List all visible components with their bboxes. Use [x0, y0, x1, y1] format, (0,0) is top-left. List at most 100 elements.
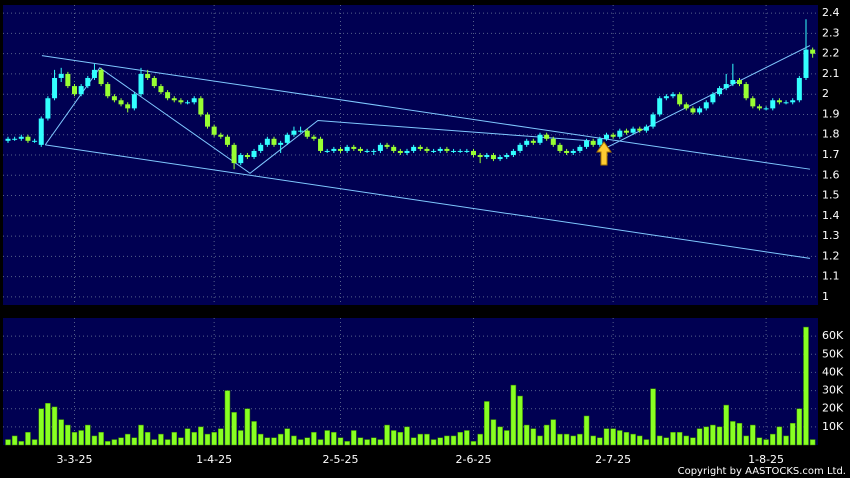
volume-bar [238, 430, 244, 446]
volume-bar [523, 424, 530, 446]
volume-bar [151, 439, 158, 446]
candle-body [344, 146, 350, 151]
volume-bar [277, 433, 284, 446]
volume-bar [716, 426, 723, 446]
volume-bar [264, 437, 271, 446]
candle-body [577, 146, 583, 151]
y-tick-label: 10K [822, 420, 844, 433]
volume-bar [623, 432, 630, 446]
candle-body [125, 104, 131, 109]
candle-body [584, 140, 590, 147]
candle-body [58, 73, 64, 78]
volume-bar [603, 428, 610, 446]
volume-bar [390, 430, 397, 446]
candle-body [803, 49, 809, 78]
candle-body [564, 150, 570, 153]
candle-body [623, 130, 629, 133]
candle-body [171, 98, 177, 101]
candle-body [424, 148, 430, 151]
candle-body [18, 136, 24, 139]
volume-bar [750, 424, 756, 446]
candle-body [324, 150, 330, 152]
candle-body [364, 150, 370, 152]
candle-body [484, 155, 490, 158]
candle-body [677, 94, 683, 105]
volume-bar [470, 441, 477, 446]
volume-bar [743, 435, 749, 446]
volume-bar [111, 439, 118, 446]
candle-body [417, 146, 423, 149]
volume-bar [344, 441, 350, 446]
candle-body [258, 144, 264, 151]
volume-bar [597, 437, 603, 446]
candle-body [231, 144, 237, 164]
volume-bar [324, 430, 330, 446]
candle-body [703, 102, 709, 109]
y-tick-label: 60K [822, 329, 844, 342]
volume-bar [484, 401, 490, 446]
volume-bar [736, 422, 743, 446]
x-tick-label: 1-8-25 [748, 453, 784, 466]
volume-bar [31, 439, 38, 446]
y-tick-label: 1.8 [822, 128, 840, 141]
volume-bar [224, 390, 231, 446]
volume-bar [430, 439, 437, 446]
candle-body [91, 69, 97, 78]
candle-body [331, 148, 337, 151]
y-tick-label: 1.5 [822, 189, 840, 202]
candle-body [298, 130, 304, 132]
volume-bar [510, 384, 517, 446]
trend-line [41, 55, 811, 170]
candle-body [224, 136, 230, 145]
volume-bar [723, 404, 729, 446]
candle-body [643, 126, 649, 131]
candle-body [737, 80, 742, 85]
candle-body [38, 118, 44, 145]
candle-body [185, 102, 191, 104]
volume-bar [610, 428, 616, 446]
candle-body [72, 86, 77, 95]
volume-bar [637, 435, 643, 446]
candle-body [597, 138, 603, 145]
candle-body [118, 100, 124, 105]
candle-body [776, 100, 782, 103]
volume-bar [397, 432, 404, 446]
candle-body [251, 150, 257, 158]
volume-bar [490, 419, 497, 446]
volume-bar [703, 426, 709, 446]
y-tick-label: 1.2 [822, 249, 840, 262]
y-tick-label: 2 [822, 87, 829, 100]
candle-body [431, 150, 437, 152]
volume-bar [311, 432, 317, 446]
candle-body [590, 140, 596, 145]
candle-body [604, 134, 609, 139]
volume-bar [198, 426, 204, 446]
volume-bar [257, 433, 264, 446]
volume-bar [809, 439, 816, 446]
volume-bar [171, 432, 177, 446]
volume-bar [131, 437, 138, 446]
volume-bar [351, 430, 357, 446]
volume-bar [51, 406, 58, 446]
volume-bar [85, 424, 91, 446]
candle-body [437, 148, 443, 151]
candle-body [557, 144, 563, 151]
volume-bar [457, 432, 463, 446]
candle-body [338, 148, 343, 151]
volume-bar [530, 428, 537, 446]
volume-bar [18, 441, 25, 446]
candle-body [211, 126, 217, 135]
volume-bar [211, 432, 217, 446]
candle-body [85, 77, 91, 87]
candle-body [756, 106, 762, 109]
volume-bar [776, 426, 783, 446]
candle-body [697, 108, 703, 113]
volume-bar [78, 430, 84, 446]
volume-bar [763, 439, 769, 446]
candle-body [271, 138, 277, 145]
candle-body [318, 138, 324, 151]
trend-line [599, 45, 811, 152]
volume-bar [291, 435, 297, 446]
candle-body [683, 104, 689, 109]
volume-bar [38, 408, 44, 446]
